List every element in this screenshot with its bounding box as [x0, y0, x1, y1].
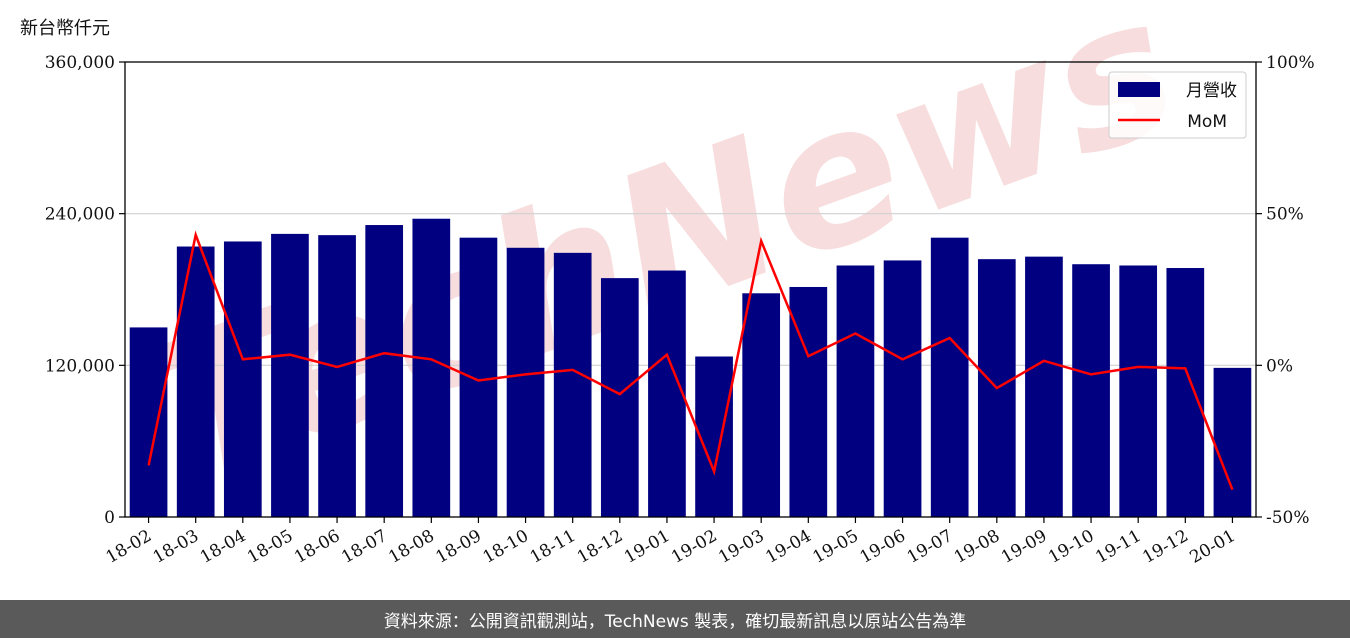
bar-18-02 [129, 327, 168, 517]
x-tick-label-18-10: 18-10 [480, 526, 532, 568]
gridlines [125, 213, 1256, 366]
bar-19-06 [883, 260, 922, 517]
bar-19-07 [930, 237, 969, 518]
bar-18-07 [365, 225, 404, 517]
x-tick-label-19-08: 19-08 [951, 526, 1003, 568]
x-tick-label-19-12: 19-12 [1139, 526, 1191, 568]
bar-19-05 [836, 265, 875, 517]
x-tick-label-18-07: 18-07 [338, 526, 390, 568]
bar-18-04 [223, 241, 262, 517]
legend-swatch-bar [1118, 82, 1160, 97]
bar-18-09 [459, 237, 498, 518]
source-footer: 資料來源：公開資訊觀測站，TechNews 製表，確切最新訊息以原站公告為準 [0, 600, 1350, 638]
bar-19-11 [1119, 265, 1158, 517]
x-tick-label-19-06: 19-06 [857, 526, 909, 568]
y-right-tick-label: -50% [1266, 508, 1310, 528]
y-left-tick-label: 360,000 [45, 53, 115, 73]
x-tick-label-19-09: 19-09 [998, 526, 1050, 568]
bar-18-12 [600, 278, 639, 517]
x-tick-label-18-03: 18-03 [150, 526, 202, 568]
y-left-tick-label: 120,000 [45, 356, 115, 376]
revenue-chart: TechNews 0120,000240,000360,000-50%0%50%… [45, 0, 1315, 568]
y-right-tick-label: 100% [1266, 53, 1315, 73]
x-tick-label-18-08: 18-08 [385, 526, 437, 568]
bar-19-10 [1072, 264, 1110, 517]
y-axis-unit-label: 新台幣仟元 [20, 18, 110, 39]
bar-18-11 [553, 252, 592, 517]
plot-frame [124, 61, 1257, 518]
bar-18-10 [506, 247, 545, 517]
bar-18-08 [412, 218, 451, 517]
bar-19-12 [1166, 268, 1205, 517]
bars [129, 218, 1252, 518]
mom-line-layer [147, 230, 1234, 491]
legend-label-revenue: 月營收 [1186, 81, 1237, 101]
x-tick-label-19-01: 19-01 [621, 526, 673, 568]
mom-line [147, 230, 1234, 491]
x-tick-label-18-11: 18-11 [527, 526, 579, 568]
legend-label-mom: MoM [1187, 112, 1227, 132]
bar-18-05 [271, 233, 309, 517]
bar-20-01 [1213, 367, 1252, 517]
bar-19-03 [742, 293, 781, 517]
x-tick-label-18-09: 18-09 [432, 526, 484, 568]
x-tick-label-18-02: 18-02 [103, 526, 155, 568]
bar-19-01 [648, 270, 686, 517]
x-tick-label-18-05: 18-05 [244, 526, 296, 568]
bar-18-06 [318, 235, 356, 517]
y-right-tick-label: 0% [1266, 356, 1293, 376]
source-footer-text: 資料來源：公開資訊觀測站，TechNews 製表，確切最新訊息以原站公告為準 [383, 611, 967, 632]
x-tick-label-18-06: 18-06 [291, 526, 343, 568]
x-tick-label-18-12: 18-12 [574, 526, 626, 568]
y-left-tick-label: 240,000 [45, 205, 115, 225]
x-tick-label-19-07: 19-07 [904, 526, 956, 568]
x-tick-label-18-04: 18-04 [197, 526, 249, 568]
bar-18-03 [176, 246, 215, 517]
x-tick-label-19-10: 19-10 [1045, 526, 1097, 568]
x-tick-label-19-02: 19-02 [668, 526, 720, 568]
bar-19-02 [695, 356, 733, 517]
x-tick-label-19-03: 19-03 [715, 526, 767, 568]
bar-19-09 [1025, 256, 1063, 517]
y-right-tick-label: 50% [1266, 205, 1304, 225]
y-left-tick-label: 0 [104, 508, 115, 528]
x-tick-label-20-01: 20-01 [1186, 526, 1238, 568]
x-tick-label-19-04: 19-04 [762, 526, 814, 568]
x-tick-label-19-05: 19-05 [809, 526, 861, 568]
x-tick-label-19-11: 19-11 [1092, 526, 1144, 568]
legend: 月營收 MoM [1108, 71, 1247, 139]
